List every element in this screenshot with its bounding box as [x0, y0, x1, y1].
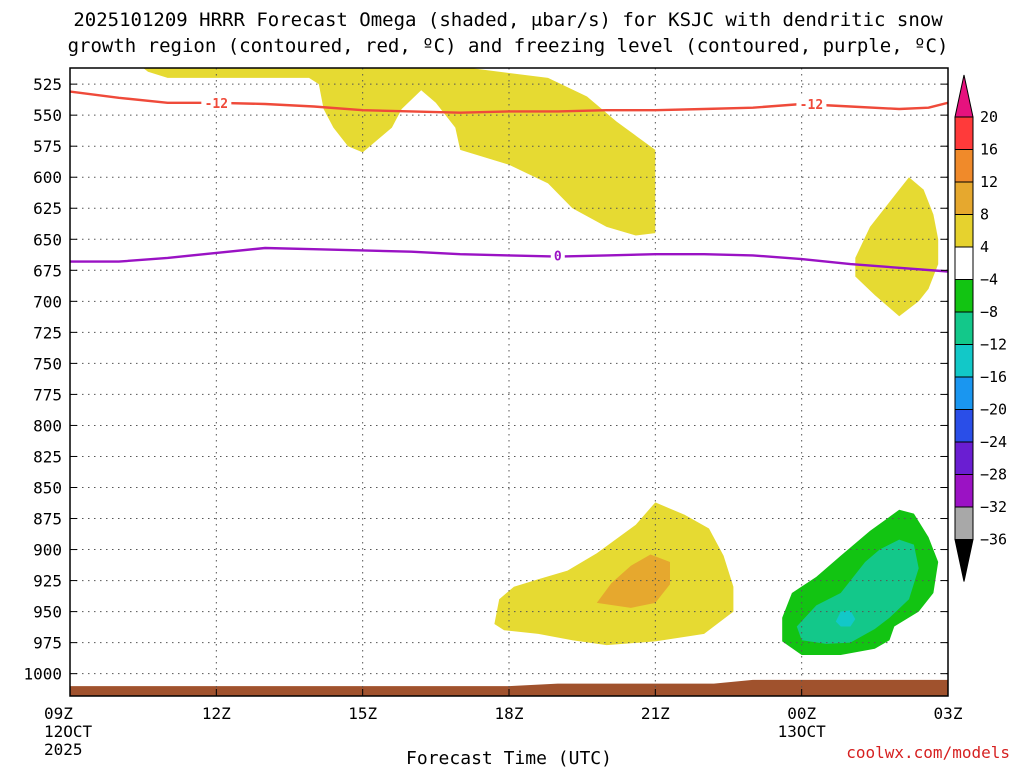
colorbar-segment-7 [954, 344, 974, 378]
terrain-fill [70, 679, 948, 696]
y-tick-label-825: 825 [33, 447, 62, 466]
y-tick-label-625: 625 [33, 199, 62, 218]
plot-content: -12 -12 0 [70, 68, 948, 696]
colorbar-segment-6 [954, 311, 974, 345]
omega-region-yellow-0 [143, 68, 656, 236]
y-tick-label-525: 525 [33, 75, 62, 94]
x-tick-label-09Z: 09Z [44, 704, 73, 723]
y-tick-label-550: 550 [33, 106, 62, 125]
title-line-1: 2025101209 HRRR Forecast Omega (shaded, … [73, 9, 943, 31]
x-tick-date-00Z: 13OCT [778, 722, 827, 741]
x-tick-label-12Z: 12Z [202, 704, 231, 723]
colorbar-segment-5 [954, 279, 974, 313]
y-tick-label-875: 875 [33, 510, 62, 529]
x-tick-label-18Z: 18Z [495, 704, 524, 723]
y-tick-label-575: 575 [33, 137, 62, 156]
x-tick-label-00Z: 00Z [787, 704, 816, 723]
y-tick-label-900: 900 [33, 541, 62, 560]
colorbar-segment-4 [954, 246, 974, 280]
y-tick-label-1000: 1000 [23, 665, 62, 684]
omega-region-orange-3 [596, 554, 670, 608]
colorbar-segment-8 [954, 376, 974, 410]
x-tick-label-15Z: 15Z [348, 704, 377, 723]
y-tick-label-950: 950 [33, 603, 62, 622]
y-tick-label-750: 750 [33, 354, 62, 373]
y-tick-label-925: 925 [33, 572, 62, 591]
y-tick-label-975: 975 [33, 634, 62, 653]
colorbar-label-0: 20 [980, 108, 998, 126]
colorbar: 20 16 12 8 4 −4 −8 −12 −16 −20 −24 −28 −32 −36 [954, 74, 1007, 582]
colorbar-segment-10 [954, 441, 974, 475]
x-tick-label-03Z: 03Z [934, 704, 963, 723]
colorbar-segment-12 [954, 506, 974, 540]
omega-region-teal-5 [796, 539, 919, 644]
colorbar-label-7: −12 [980, 336, 1007, 354]
y-tick-label-600: 600 [33, 168, 62, 187]
dgz-contour-label-bg-1 [796, 95, 827, 112]
colorbar-label-3: 8 [980, 206, 989, 224]
colorbar-segment-3 [954, 214, 974, 248]
x-tick-date-09Z: 12OCT [44, 722, 93, 741]
colorbar-label-8: −16 [980, 368, 1007, 386]
chart-title: 2025101209 HRRR Forecast Omega (shaded, … [68, 9, 949, 57]
colorbar-label-2: 12 [980, 173, 998, 191]
dgz-contour-label-0: -12 [205, 97, 228, 112]
y-tick-label-775: 775 [33, 385, 62, 404]
x-axis-label: Forecast Time (UTC) [406, 748, 612, 768]
colorbar-segment-11 [954, 474, 974, 508]
colorbar-bottom-arrow [954, 539, 974, 582]
y-tick-label-650: 650 [33, 230, 62, 249]
colorbar-top-arrow [954, 74, 974, 118]
y-tick-label-850: 850 [33, 478, 62, 497]
colorbar-label-9: −20 [980, 401, 1007, 419]
omega-region-cyan-6 [835, 610, 856, 627]
y-tick-label-800: 800 [33, 416, 62, 435]
dgz-contour-label-1: -12 [800, 98, 823, 113]
freezing-level-contour-label-0: 0 [554, 249, 562, 264]
credit-link[interactable]: coolwx.com/models [846, 743, 1010, 762]
colorbar-segment-1 [954, 149, 974, 183]
colorbar-label-6: −8 [980, 303, 998, 321]
omega-region-yellow-1 [855, 177, 939, 317]
colorbar-label-10: −24 [980, 433, 1007, 451]
colorbar-segment-0 [954, 116, 974, 150]
colorbar-label-13: −36 [980, 531, 1007, 549]
colorbar-label-12: −32 [980, 498, 1007, 516]
omega-region-yellow-2 [494, 502, 734, 646]
colorbar-label-1: 16 [980, 141, 998, 159]
colorbar-label-5: −4 [980, 271, 998, 289]
x-tick-year-09Z: 2025 [44, 740, 83, 759]
title-line-2: growth region (contoured, red, ºC) and f… [68, 35, 949, 57]
y-tick-label-700: 700 [33, 292, 62, 311]
colorbar-segment-9 [954, 409, 974, 443]
freezing-level-contour-label-bg-0 [550, 247, 565, 264]
y-tick-label-725: 725 [33, 323, 62, 342]
y-tick-label-675: 675 [33, 261, 62, 280]
plot-area: -12 -12 0 [69, 67, 949, 697]
dgz-contour-label-bg-0 [201, 94, 232, 111]
x-tick-label-21Z: 21Z [641, 704, 670, 723]
y-axis: 525 550 575 600 625 650 675 700 725 750 775 800 825 8… [23, 75, 948, 684]
colorbar-segment-2 [954, 181, 974, 215]
colorbar-label-11: −28 [980, 466, 1007, 484]
colorbar-label-4: 4 [980, 238, 989, 256]
freezing-level-contour-line [70, 246, 948, 273]
